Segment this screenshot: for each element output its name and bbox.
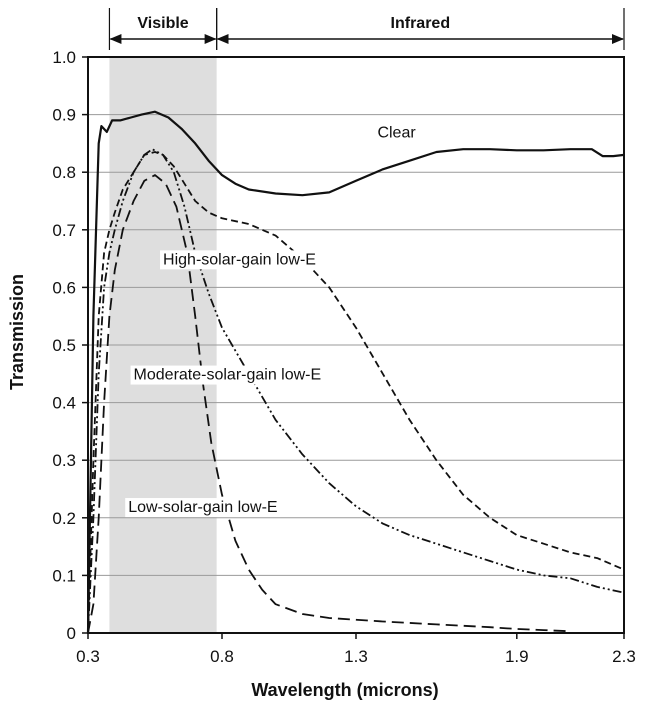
y-tick-label: 0.1 bbox=[52, 566, 76, 585]
x-tick-label: 2.3 bbox=[612, 647, 636, 666]
series-label-moderate-solar-gain-low-e: Moderate-solar-gain low-E bbox=[134, 367, 322, 384]
y-tick-label: 0.9 bbox=[52, 106, 76, 125]
y-axis-title: Transmission bbox=[7, 274, 27, 390]
x-tick-label: 0.8 bbox=[210, 647, 234, 666]
infrared-band-label: Infrared bbox=[391, 15, 451, 32]
y-tick-label: 0.6 bbox=[52, 278, 76, 297]
y-tick-label: 0.3 bbox=[52, 451, 76, 470]
y-tick-label: 1.0 bbox=[52, 48, 76, 67]
x-tick-label: 1.9 bbox=[505, 647, 529, 666]
series-label-backing bbox=[125, 498, 281, 518]
x-tick-label: 0.3 bbox=[76, 647, 100, 666]
series-label-backing bbox=[160, 250, 319, 270]
visible-band-label: Visible bbox=[137, 15, 188, 32]
x-tick-label: 1.3 bbox=[344, 647, 368, 666]
series-line-high-solar-gain-low-e bbox=[87, 151, 625, 634]
series-label-backing bbox=[374, 123, 420, 143]
series-labels: Clear High-solar-gain low-E Moderate-solar… bbox=[125, 123, 420, 518]
x-axis: 0.3 0.8 1.3 1.9 2.3 bbox=[76, 633, 636, 666]
series-label-backing bbox=[130, 365, 325, 385]
series-label-high-solar-gain-low-e: High-solar-gain low-E bbox=[163, 251, 316, 268]
series-label-clear: Clear bbox=[377, 125, 416, 142]
band-annotations: Visible Infrared bbox=[108, 8, 625, 50]
y-tick-label: 0.4 bbox=[52, 394, 76, 413]
y-tick-label: 0.7 bbox=[52, 221, 76, 240]
series-line-clear bbox=[86, 110, 625, 634]
y-tick-label: 0 bbox=[67, 624, 76, 643]
y-tick-label: 0.2 bbox=[52, 509, 76, 528]
y-axis: 0 0.1 0.2 0.3 0.4 0.5 0.6 0.7 0.8 0.9 1.0 bbox=[52, 48, 88, 643]
y-tick-label: 0.8 bbox=[52, 163, 76, 182]
series-line-low-solar-gain-low-e bbox=[87, 174, 571, 634]
series-label-low-solar-gain-low-e: Low-solar-gain low-E bbox=[128, 499, 277, 516]
y-tick-label: 0.5 bbox=[52, 336, 76, 355]
series-lines bbox=[86, 110, 625, 634]
series-line-moderate-solar-gain-low-e bbox=[87, 148, 625, 634]
x-axis-title: Wavelength (microns) bbox=[251, 680, 438, 700]
